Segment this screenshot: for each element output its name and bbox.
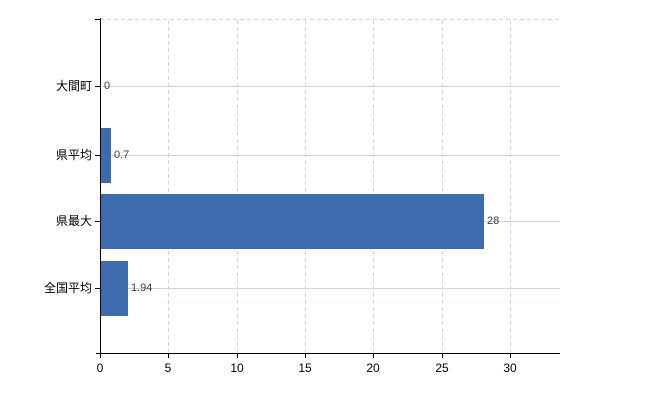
x-tick-label: 10 (230, 361, 244, 375)
y-axis-line (100, 18, 101, 354)
x-axis-tick (305, 354, 306, 358)
bar-value-label: 1.94 (131, 282, 153, 294)
category-label: 全国平均 (43, 281, 92, 295)
x-tick-label: 0 (96, 361, 104, 375)
x-axis-tick (373, 354, 374, 358)
plot-top-border (100, 19, 560, 20)
x-tick-label: 30 (503, 361, 517, 375)
gridline-vertical (237, 20, 238, 353)
y-axis-tick (95, 221, 100, 222)
y-axis-tick (95, 155, 100, 156)
bar-value-label: 0 (104, 80, 111, 92)
bar-value-label: 28 (487, 215, 500, 227)
x-axis-tick (442, 354, 443, 358)
x-axis-tick (237, 354, 238, 358)
x-axis-line (96, 353, 560, 354)
x-tick-label: 15 (298, 361, 312, 375)
gridline-vertical (510, 20, 511, 353)
gridline-horizontal (101, 288, 560, 289)
x-axis-tick (100, 354, 101, 358)
gridline-horizontal (101, 155, 560, 156)
category-label: 県最大 (55, 214, 92, 228)
gridline-vertical (373, 20, 374, 353)
x-axis-tick (168, 354, 169, 358)
gridline-horizontal (101, 86, 560, 87)
category-label: 大間町 (55, 79, 92, 93)
bar (101, 261, 128, 316)
bar (101, 128, 111, 183)
x-tick-label: 5 (164, 361, 172, 375)
bar-value-label: 0.7 (114, 149, 130, 161)
bar (101, 194, 484, 249)
y-axis-tick (95, 86, 100, 87)
gridline-vertical (442, 20, 443, 353)
gridline-vertical (168, 20, 169, 353)
y-axis-tick (95, 19, 100, 20)
y-axis-tick (95, 288, 100, 289)
x-tick-label: 20 (366, 361, 380, 375)
gridline-vertical (305, 20, 306, 353)
x-tick-label: 25 (435, 361, 449, 375)
category-label: 県平均 (55, 148, 92, 162)
x-axis-tick (510, 354, 511, 358)
